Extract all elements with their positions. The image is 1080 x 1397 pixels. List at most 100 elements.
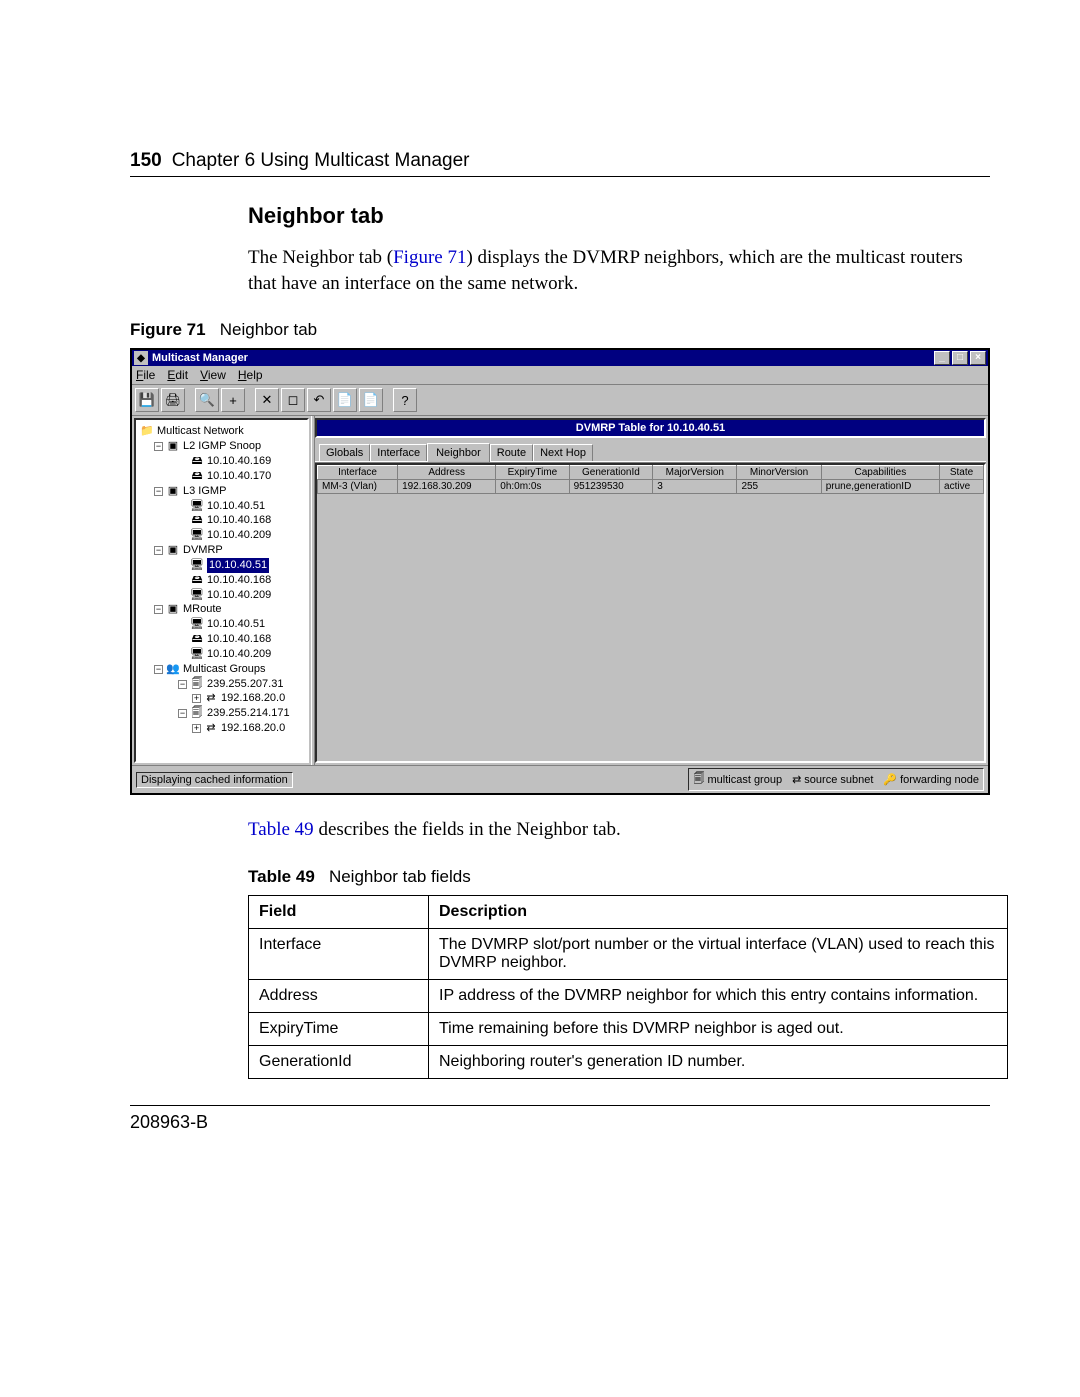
tree-node[interactable]: 🖥10.10.40.51	[140, 499, 305, 514]
tree-node[interactable]: 🖴10.10.40.168	[140, 513, 305, 528]
tree-label: 10.10.40.209	[207, 528, 271, 543]
figure-ref-link[interactable]: Figure 71	[393, 247, 466, 268]
tree-node[interactable]: 🖴10.10.40.168	[140, 573, 305, 588]
col-genid[interactable]: GenerationId	[569, 466, 653, 480]
table-header-row: Field Description	[249, 895, 1008, 928]
tree-node[interactable]: +⇄192.168.20.0	[140, 691, 305, 706]
undo-icon[interactable]: ↶	[307, 388, 331, 412]
figure-caption: Figure 71 Neighbor tab	[130, 320, 990, 340]
tab-interface[interactable]: Interface	[370, 444, 427, 461]
device-icon: 🖥	[190, 617, 204, 632]
tree-node[interactable]: +⇄192.168.20.0	[140, 721, 305, 736]
col-major[interactable]: MajorVersion	[653, 466, 737, 480]
legend-multicast-group: 🗐multicast group	[693, 770, 782, 789]
tree-label: 10.10.40.209	[207, 588, 271, 603]
tab-nexthop[interactable]: Next Hop	[533, 444, 593, 461]
plus-icon[interactable]: +	[221, 388, 245, 412]
table-row: ExpiryTime Time remaining before this DV…	[249, 1012, 1008, 1045]
zoom-icon[interactable]: 🔍	[195, 388, 219, 412]
expand-icon[interactable]: +	[192, 694, 201, 703]
legend: 🗐multicast group ⇄source subnet 🔑forward…	[688, 768, 984, 791]
close-button[interactable]: ×	[970, 351, 986, 365]
col-state[interactable]: State	[940, 466, 984, 480]
tree-node-selected[interactable]: 🖥10.10.40.51	[140, 558, 305, 573]
tree-node[interactable]: 🖥10.10.40.51	[140, 617, 305, 632]
th-field: Field	[249, 895, 429, 928]
col-expiry[interactable]: ExpiryTime	[496, 466, 569, 480]
menu-view[interactable]: View	[200, 368, 226, 382]
paste1-icon[interactable]: 📄	[333, 388, 357, 412]
device-icon: 🖴	[190, 573, 204, 588]
col-address[interactable]: Address	[398, 466, 496, 480]
cell-interface: MM-3 (Vlan)	[318, 480, 398, 494]
tree-group-l2igmp[interactable]: −▣L2 IGMP Snoop	[140, 439, 305, 454]
maximize-button[interactable]: □	[952, 351, 968, 365]
collapse-icon[interactable]: −	[154, 487, 163, 496]
grid-wrap: Interface Address ExpiryTime GenerationI…	[315, 463, 986, 763]
table-ref-link[interactable]: Table 49	[248, 819, 314, 840]
tree-label: 10.10.40.209	[207, 647, 271, 662]
grid-row[interactable]: MM-3 (Vlan) 192.168.30.209 0h:0m:0s 9512…	[318, 480, 984, 494]
footer-rule	[130, 1105, 990, 1106]
tree-label: 10.10.40.51	[207, 499, 265, 514]
page-number: 150	[130, 150, 162, 172]
tree-node[interactable]: 🖴10.10.40.170	[140, 469, 305, 484]
collapse-icon[interactable]: −	[178, 680, 187, 689]
col-capabilities[interactable]: Capabilities	[821, 466, 939, 480]
table49: Field Description Interface The DVMRP sl…	[248, 895, 1008, 1079]
app-window: ◆ Multicast Manager _ □ × File Edit View…	[130, 348, 990, 795]
collapse-icon[interactable]: −	[178, 709, 187, 718]
tree-node[interactable]: 🖥10.10.40.209	[140, 647, 305, 662]
copy-icon[interactable]: ◻	[281, 388, 305, 412]
help-icon[interactable]: ?	[393, 388, 417, 412]
tree-node[interactable]: 🖴10.10.40.169	[140, 454, 305, 469]
tree-node[interactable]: −🗐239.255.207.31	[140, 677, 305, 692]
tree-node[interactable]: 🖴10.10.40.168	[140, 632, 305, 647]
col-interface[interactable]: Interface	[318, 466, 398, 480]
legend-source-subnet: ⇄source subnet	[792, 773, 873, 786]
tree-label: L3 IGMP	[183, 484, 226, 499]
tree-label: DVMRP	[183, 543, 223, 558]
col-minor[interactable]: MinorVersion	[737, 466, 821, 480]
collapse-icon[interactable]: −	[154, 665, 163, 674]
collapse-icon[interactable]: −	[154, 605, 163, 614]
tree-root[interactable]: 📁Multicast Network	[140, 424, 305, 439]
tab-route[interactable]: Route	[490, 444, 533, 461]
subnet-icon: ⇄	[792, 773, 801, 786]
tree-group-l3igmp[interactable]: −▣L3 IGMP	[140, 484, 305, 499]
save-icon[interactable]: 💾	[135, 388, 159, 412]
legend-label: forwarding node	[900, 774, 979, 786]
tree-label: 239.255.214.171	[207, 706, 290, 721]
expand-icon[interactable]: +	[192, 724, 201, 733]
tree-group-multicast[interactable]: −👥Multicast Groups	[140, 662, 305, 677]
collapse-icon[interactable]: −	[154, 546, 163, 555]
td-field: Interface	[249, 928, 429, 979]
tree-group-mroute[interactable]: −▣MRoute	[140, 602, 305, 617]
paste2-icon[interactable]: 📄	[359, 388, 383, 412]
node-icon: 🔑	[883, 773, 897, 786]
window-title: Multicast Manager	[152, 352, 248, 364]
mgroup-icon: 🗐	[190, 706, 204, 721]
mid-post: describes the fields in the Neighbor tab…	[314, 819, 621, 840]
menu-help[interactable]: Help	[238, 368, 263, 382]
tab-neighbor[interactable]: Neighbor	[427, 443, 490, 462]
figure-title: Neighbor tab	[220, 320, 317, 339]
table-label: Table 49	[248, 867, 315, 886]
app-icon: ◆	[134, 351, 148, 365]
print-icon[interactable]: 🖨	[161, 388, 185, 412]
tree-node[interactable]: 🖥10.10.40.209	[140, 588, 305, 603]
tree-node[interactable]: −🗐239.255.214.171	[140, 706, 305, 721]
menu-file[interactable]: File	[136, 368, 155, 382]
titlebar: ◆ Multicast Manager _ □ ×	[132, 350, 988, 366]
tree-group-dvmrp[interactable]: −▣DVMRP	[140, 543, 305, 558]
collapse-icon[interactable]: −	[154, 442, 163, 451]
tab-globals[interactable]: Globals	[319, 444, 370, 461]
cell-address: 192.168.30.209	[398, 480, 496, 494]
tree-label: 192.168.20.0	[221, 691, 285, 706]
delete-icon[interactable]: ✕	[255, 388, 279, 412]
client-area: 📁Multicast Network −▣L2 IGMP Snoop 🖴10.1…	[132, 416, 988, 765]
tree-node[interactable]: 🖥10.10.40.209	[140, 528, 305, 543]
minimize-button[interactable]: _	[934, 351, 950, 365]
doc-id: 208963-B	[130, 1112, 990, 1133]
menu-edit[interactable]: Edit	[167, 368, 188, 382]
